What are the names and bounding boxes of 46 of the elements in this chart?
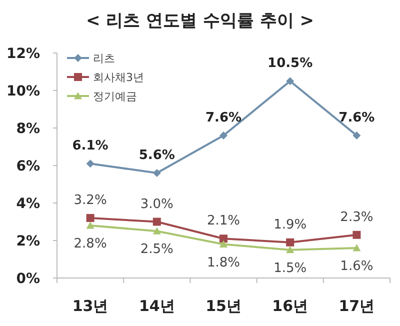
x-tick-label: 17년 — [338, 297, 375, 315]
data-label: 10.5% — [268, 56, 313, 72]
data-label: 6.1% — [72, 138, 108, 154]
data-label: 2.1% — [206, 214, 240, 229]
point — [220, 132, 228, 140]
data-label: 1.5% — [274, 260, 307, 276]
x-tick-label: 16년 — [272, 297, 308, 315]
point — [352, 230, 361, 239]
point — [86, 214, 94, 222]
data-label: 2.5% — [140, 242, 174, 258]
data-label: 3.0% — [140, 196, 174, 212]
legend-label: 정기예금 — [93, 90, 137, 103]
y-tick-label: 12% — [6, 46, 40, 62]
chart-title: < 리츠 연도별 수익률 추이 > — [86, 11, 314, 31]
x-tick-label: 14년 — [138, 297, 175, 315]
x-tick-label: 15년 — [206, 297, 242, 315]
data-label: 2.8% — [74, 236, 107, 252]
point — [220, 234, 228, 243]
legend-label: 리츠 — [93, 52, 115, 65]
point — [220, 240, 228, 248]
x-tick-label: 13년 — [72, 297, 108, 315]
point — [286, 246, 294, 254]
legend-label: 회사채3년 — [93, 71, 144, 84]
y-tick-label: 4% — [16, 196, 40, 212]
point — [86, 160, 94, 168]
point — [152, 218, 161, 226]
y-tick-label: 8% — [16, 121, 40, 137]
data-label: 7.6% — [338, 110, 375, 126]
data-label: 1.9% — [274, 217, 307, 232]
y-tick-label: 0% — [16, 271, 40, 287]
y-tick-label: 2% — [16, 234, 40, 250]
data-label: 3.2% — [74, 193, 107, 208]
point — [286, 77, 294, 86]
point — [152, 169, 161, 177]
point — [286, 238, 294, 246]
point — [352, 244, 361, 252]
y-tick-label: 6% — [16, 158, 40, 174]
data-label: 5.6% — [138, 148, 175, 163]
data-label: 7.6% — [205, 110, 242, 126]
point — [352, 132, 361, 140]
point — [152, 227, 161, 234]
data-label: 1.6% — [340, 259, 374, 274]
data-label: 1.8% — [206, 255, 240, 270]
y-tick-label: 10% — [6, 84, 40, 100]
point — [86, 222, 94, 229]
data-label: 2.3% — [340, 210, 374, 225]
